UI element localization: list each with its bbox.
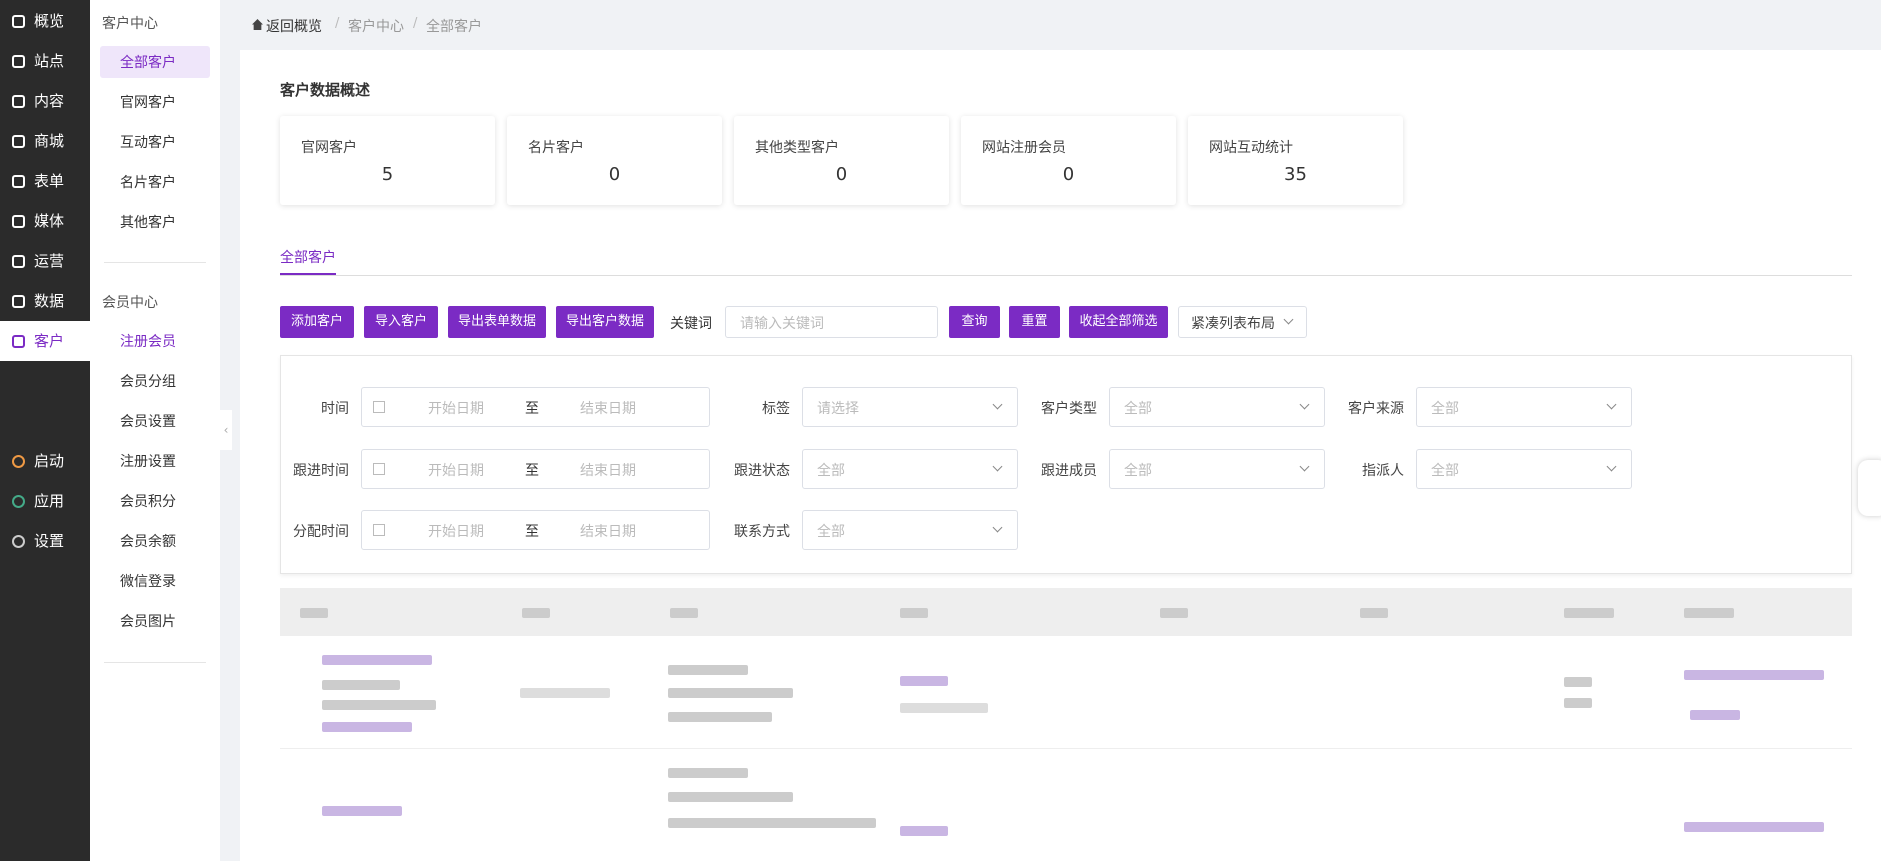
breadcrumb-sep: /	[413, 16, 418, 31]
service-widget[interactable]	[1858, 460, 1881, 516]
main-panel	[240, 50, 1881, 861]
nav-item[interactable]: 客户	[0, 321, 90, 361]
breadcrumb-item[interactable]: 客户中心	[348, 19, 404, 35]
nav-item[interactable]: 表单	[0, 161, 90, 201]
nav-item[interactable]: 概览	[0, 1, 90, 41]
nav-icon	[12, 535, 25, 548]
nav-icon	[12, 95, 25, 108]
nav-icon	[12, 255, 25, 268]
nav-item[interactable]: 站点	[0, 41, 90, 81]
nav-icon	[12, 135, 25, 148]
nav-item[interactable]: 商城	[0, 121, 90, 161]
nav-icon	[12, 55, 25, 68]
nav-icon	[12, 175, 25, 188]
nav-item[interactable]: 数据	[0, 281, 90, 321]
home-icon	[252, 19, 263, 30]
sub-sidebar	[90, 0, 220, 861]
breadcrumb-item[interactable]: 全部客户	[426, 19, 482, 35]
nav-icon	[12, 335, 25, 348]
nav-item[interactable]: 运营	[0, 241, 90, 281]
breadcrumb-item[interactable]: 返回概览	[266, 19, 322, 35]
nav-icon	[12, 295, 25, 308]
nav-item[interactable]: 内容	[0, 81, 90, 121]
collapse-handle[interactable]: ‹	[220, 410, 232, 450]
nav-item[interactable]: 媒体	[0, 201, 90, 241]
nav-item[interactable]: 应用	[0, 481, 90, 521]
nav-item[interactable]: 设置	[0, 521, 90, 561]
nav-icon	[12, 455, 25, 468]
nav-icon	[12, 15, 25, 28]
breadcrumb-sep: /	[335, 16, 340, 31]
nav-item[interactable]: 启动	[0, 441, 90, 481]
main-sidebar: 概览 站点 内容 商城 表单 媒体 运营 数据 客户启动 应用 设置	[0, 0, 90, 861]
nav-icon	[12, 215, 25, 228]
nav-icon	[12, 495, 25, 508]
